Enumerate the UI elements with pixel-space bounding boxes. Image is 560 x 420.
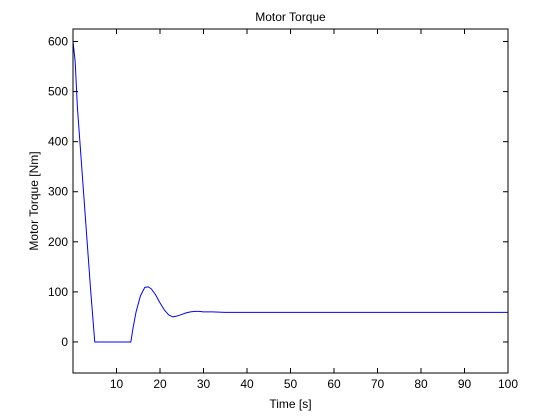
y-tick-label: 600 [48,35,68,49]
x-tick-label: 30 [197,377,211,391]
chart-title: Motor Torque [255,10,326,24]
y-axis-label: Motor Torque [Nm] [27,151,41,250]
x-axis-label: Time [s] [269,397,311,411]
data-series [72,41,508,343]
y-tick-label: 500 [48,85,68,99]
y-tick-label: 400 [48,135,68,149]
x-tick-label: 80 [414,377,428,391]
x-tick-label: 20 [153,377,167,391]
x-tick-label: 50 [284,377,298,391]
x-tick-label: 10 [110,377,124,391]
y-tick-label: 300 [48,185,68,199]
y-tick-label: 200 [48,235,68,249]
x-tick-label: 100 [498,377,518,391]
x-tick-label: 70 [371,377,385,391]
x-tick-label: 60 [327,377,341,391]
plot-area [73,29,508,373]
y-tick-label: 100 [48,285,68,299]
x-tick-label: 40 [240,377,254,391]
y-tick-label: 0 [61,335,68,349]
x-tick-label: 90 [458,377,472,391]
plot-frame [72,28,509,374]
torque-series-line [72,41,508,343]
tick-labels: 10 20 30 40 50 60 70 80 90 100 0 100 200 300 400 500 600 [48,35,518,391]
